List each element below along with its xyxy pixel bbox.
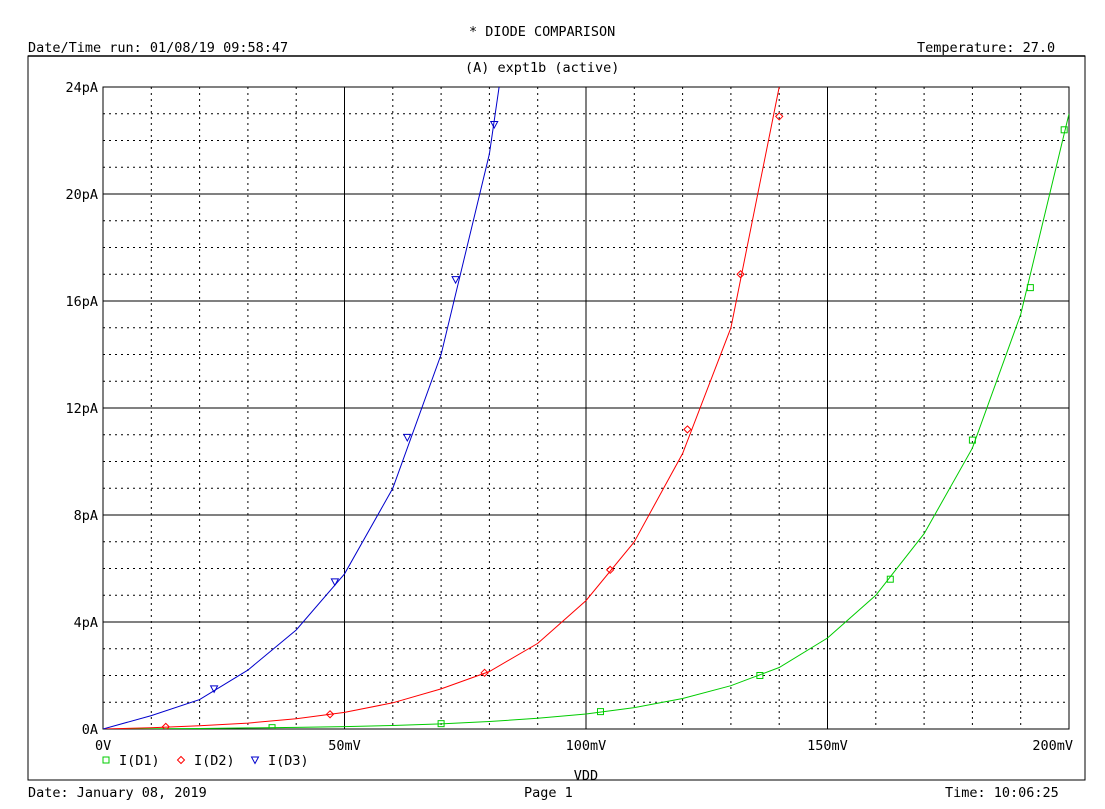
data-point-marker (209, 685, 219, 694)
data-point-marker (161, 722, 170, 729)
data-point-marker (451, 276, 460, 285)
data-point-marker (774, 112, 784, 121)
series-id1 (103, 113, 1069, 729)
data-point-marker (968, 436, 976, 444)
data-point-marker (480, 668, 489, 678)
y-tick-label: 12pA (65, 401, 98, 417)
outer-frame (27, 55, 1086, 781)
series-id3 (103, 87, 500, 729)
data-point-marker (1026, 284, 1034, 292)
legend-marker (250, 756, 260, 765)
x-tick-label: 200mV (1032, 738, 1073, 754)
legend-label: I(D1) (119, 753, 160, 769)
data-point-marker (489, 120, 499, 130)
data-point-marker (1060, 126, 1068, 134)
y-tick-label: 16pA (65, 294, 98, 310)
x-tick-label: 150mV (807, 738, 848, 754)
data-point-marker (683, 425, 692, 434)
x-tick-label: 100mV (566, 738, 607, 754)
y-tick-label: 24pA (65, 80, 98, 96)
run-datetime: Date/Time run: 01/08/19 09:58:47 (28, 40, 289, 56)
data-point-marker (330, 578, 340, 587)
data-point-marker (596, 708, 604, 716)
data-point-marker (756, 672, 764, 679)
y-tick-label: 4pA (74, 615, 98, 631)
x-tick-label: 50mV (328, 738, 361, 754)
data-point-marker (886, 575, 894, 583)
temperature-readout: Temperature: 27.0 (917, 40, 1056, 56)
legend-marker (102, 756, 110, 764)
data-point-marker (402, 433, 412, 442)
legend-label: I(D2) (194, 753, 235, 769)
data-point-marker (437, 720, 445, 728)
legend-marker (176, 755, 186, 765)
data-point-marker (325, 710, 335, 719)
footer-page: Page 1 (524, 785, 573, 801)
series-line (103, 113, 1069, 729)
legend-label: I(D3) (268, 753, 309, 769)
series-id2 (103, 87, 784, 729)
y-tick-label: 20pA (65, 187, 98, 203)
x-axis-label: VDD (574, 768, 598, 784)
footer-date: Date: January 08, 2019 (28, 785, 207, 801)
chart-main-title: * DIODE COMPARISON (469, 24, 616, 40)
y-tick-label: 0A (82, 722, 98, 738)
plot-subtitle: (A) expt1b (active) (465, 60, 620, 76)
y-tick-label: 8pA (74, 508, 98, 524)
data-point-marker (736, 270, 745, 279)
series-line (103, 87, 780, 729)
data-point-marker (605, 565, 615, 575)
series-line (103, 87, 500, 729)
footer-time: Time: 10:06:25 (945, 785, 1059, 801)
data-point-marker (268, 724, 276, 729)
x-tick-label: 0V (95, 738, 111, 754)
